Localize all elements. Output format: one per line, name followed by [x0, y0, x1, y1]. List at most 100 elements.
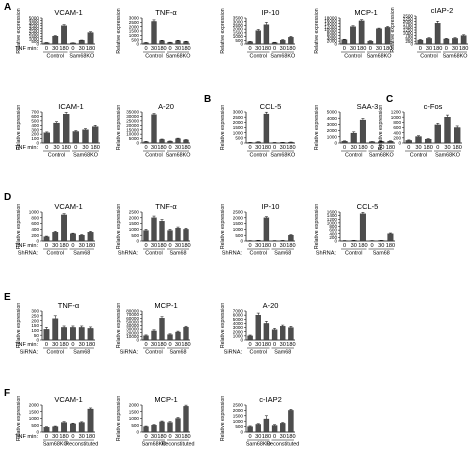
bar [78, 422, 85, 433]
y-tick-label: 300 [31, 309, 39, 314]
y-tick-label: 1400 [327, 213, 338, 218]
chart-panel: IP-100500100015002000250030003500Relativ… [220, 8, 296, 60]
bar [78, 235, 85, 242]
y-tick-label: 3000 [29, 26, 40, 31]
bar [415, 136, 422, 144]
chart-title: CCL-5 [357, 202, 379, 211]
bar [143, 230, 149, 242]
y-tick-label: 500 [131, 423, 139, 428]
group-label: Control [250, 153, 267, 159]
bar [376, 28, 382, 45]
y-tick-label: 1500 [29, 409, 40, 414]
y-tick-label: 2000 [327, 39, 338, 44]
x-tick-label: 30 [255, 46, 261, 52]
y-axis-label: Relative expression [116, 204, 122, 249]
y-tick-label: 500 [405, 36, 413, 41]
y-tick-label: 4000 [327, 116, 338, 121]
x-tick-label: 180 [59, 342, 68, 348]
y-tick-label: 200 [329, 235, 337, 240]
x-tick-label: 0 [249, 342, 252, 348]
group-label: Control [145, 54, 162, 60]
y-tick-label: 3000 [129, 16, 140, 21]
y-axis-label: Relative expression [16, 303, 22, 348]
x-tick-label: 180 [358, 145, 367, 151]
y-tick-label: 25000 [126, 118, 139, 123]
y-tick-label: 500 [31, 39, 39, 44]
x-tick-label: 0 [144, 145, 147, 151]
group-label: Control [345, 153, 362, 159]
x-tick-label: 0 [144, 342, 147, 348]
bar [53, 122, 60, 144]
chart-panel: cIAP-20250500750100012501500175020002250… [390, 6, 468, 60]
group-label: Sam68KO [246, 442, 271, 448]
bar [183, 406, 189, 433]
y-tick-label: 500 [235, 424, 243, 429]
x-tick-label: 0 [249, 434, 252, 440]
bar [143, 141, 149, 144]
bar [288, 235, 294, 242]
y-tick-label: 500 [235, 233, 243, 238]
x-tick-label: 0 [371, 243, 374, 249]
y-tick-label: 4500 [29, 18, 40, 23]
x-tick-label: 30 [151, 342, 157, 348]
row-label-secondary: ShRNA: [316, 251, 337, 257]
bar [43, 236, 50, 242]
y-tick-label: 20000 [126, 330, 139, 335]
x-tick-label: 30 [280, 46, 286, 52]
panel-label: B [204, 94, 211, 105]
group-label: Control [47, 350, 64, 356]
x-tick-label: 0 [273, 145, 276, 151]
row-label-secondary: SiRNA: [120, 350, 139, 356]
y-tick-label: 1000 [29, 416, 40, 421]
x-tick-label: 180 [286, 243, 295, 249]
group-label: Reconstituted [266, 442, 299, 448]
row-label-secondary: SiRNA: [224, 350, 243, 356]
x-tick-label: 0 [168, 145, 171, 151]
bar [92, 126, 99, 144]
y-tick-label: 1500 [129, 29, 140, 34]
y-tick-label: 600 [329, 228, 337, 233]
y-tick-label: 100 [31, 328, 39, 333]
group-label: Reconstituted [162, 442, 195, 448]
group-label: Sam68KO [435, 153, 460, 159]
group-label: Sam68KO [270, 153, 295, 159]
x-tick-label: 30 [52, 46, 58, 52]
bar [288, 142, 294, 144]
bar [434, 124, 441, 144]
group-label: Sam68 [274, 350, 291, 356]
x-tick-label: 0 [249, 145, 252, 151]
bar [70, 327, 76, 341]
y-tick-label: 800 [31, 215, 39, 220]
x-tick-label: 0 [45, 342, 48, 348]
group-label: Sam68KO [73, 153, 98, 159]
bar [61, 327, 67, 341]
group-label: Control [250, 251, 267, 257]
y-tick-label: 2000 [403, 19, 414, 24]
x-tick-label: 180 [286, 434, 295, 440]
x-tick-label: 0 [71, 243, 74, 249]
group-label: Control [420, 54, 437, 60]
y-tick-label: 70000 [126, 312, 139, 317]
bar [255, 314, 261, 341]
group-label: Control [47, 54, 64, 60]
bar [175, 138, 181, 144]
y-tick-label: 500 [131, 233, 139, 238]
bar [52, 318, 59, 341]
y-tick-label: 2500 [233, 210, 244, 215]
bar [369, 141, 376, 144]
y-tick-label: 35000 [126, 110, 139, 115]
y-axis-label: Relative expression [314, 8, 320, 53]
x-tick-label: 180 [286, 46, 295, 52]
x-tick-label: 30 [444, 145, 450, 151]
x-tick-label: 180 [181, 434, 190, 440]
x-tick-label: 0 [71, 46, 74, 52]
y-axis-label: Relative expression [220, 8, 226, 53]
x-tick-label: 0 [343, 145, 346, 151]
y-tick-label: 400 [31, 227, 39, 232]
x-tick-label: 30 [151, 434, 157, 440]
row-label-secondary: SiRNA: [20, 350, 39, 356]
y-tick-label: 1500 [129, 221, 140, 226]
